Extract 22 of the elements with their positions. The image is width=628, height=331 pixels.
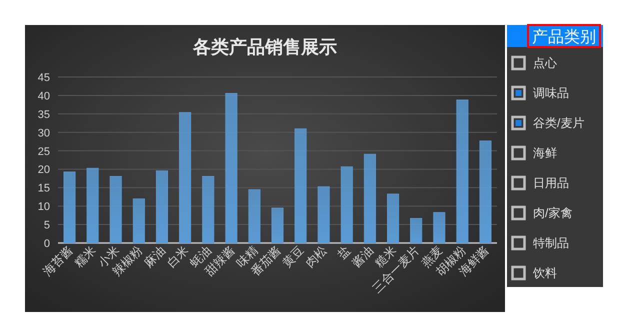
x-tick-label: 糯米 [72,243,99,270]
y-tick-label: 0 [44,238,50,250]
title: 产品类别 [532,29,596,46]
category-label: 点心 [533,56,557,70]
y-tick-label: 35 [38,108,50,121]
category-label: 肉/家禽 [533,206,572,220]
y-tick-label: 40 [38,90,50,102]
category-label: 日用品 [533,176,569,190]
title: 各类产品销售展示 [193,37,337,57]
category-label: 饮料 [532,266,557,280]
category-label: 谷类/麦片 [533,116,584,130]
category-label: 海鲜 [533,146,557,160]
category-label: 调味品 [533,86,569,100]
y-tick-label: 20 [38,164,50,176]
y-tick-label: 5 [44,220,50,232]
x-tick-label: 麻油 [141,243,168,270]
y-tick-label: 10 [38,201,50,214]
y-tick-label: 25 [38,146,50,158]
category-label: 特制品 [533,236,569,250]
y-tick-label: 30 [38,127,50,140]
y-tick-label: 15 [38,182,50,195]
y-tick-label: 45 [38,72,50,84]
